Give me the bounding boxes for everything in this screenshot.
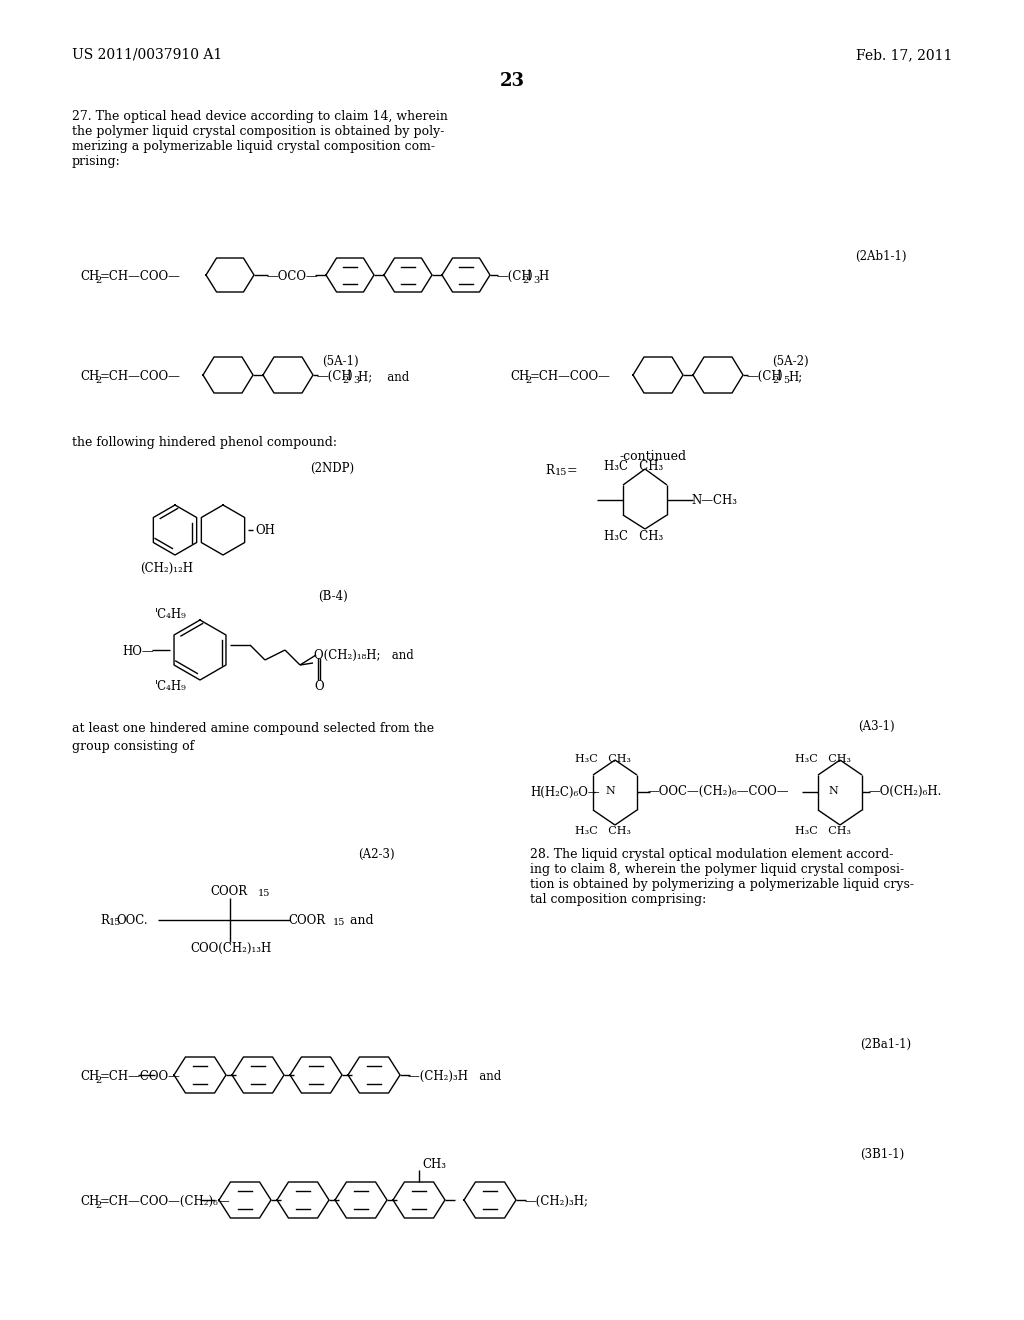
Text: 15: 15	[109, 917, 122, 927]
Text: HO—: HO—	[122, 645, 154, 657]
Text: US 2011/0037910 A1: US 2011/0037910 A1	[72, 48, 222, 62]
Text: (A2-3): (A2-3)	[358, 847, 394, 861]
Text: H₃C   CH₃: H₃C CH₃	[604, 459, 664, 473]
Text: group consisting of: group consisting of	[72, 741, 195, 752]
Text: 2: 2	[95, 1076, 101, 1085]
Text: (2Ba1-1): (2Ba1-1)	[860, 1038, 911, 1051]
Text: H₃C   CH₃: H₃C CH₃	[575, 826, 631, 836]
Text: —(CH: —(CH	[746, 370, 781, 383]
Text: H;    and: H; and	[358, 370, 410, 383]
Text: 15: 15	[258, 888, 270, 898]
Text: -continued: -continued	[620, 450, 687, 463]
Text: CH: CH	[510, 370, 529, 383]
Text: OOC.: OOC.	[116, 913, 147, 927]
Text: N: N	[605, 785, 614, 796]
Text: CH₃: CH₃	[422, 1158, 446, 1171]
Text: 28. The liquid crystal optical modulation element accord-
ing to claim 8, wherei: 28. The liquid crystal optical modulatio…	[530, 847, 914, 906]
Text: O(CH₂)₁₈H;   and: O(CH₂)₁₈H; and	[314, 649, 414, 663]
Text: H: H	[538, 271, 548, 282]
Text: (A3-1): (A3-1)	[858, 719, 895, 733]
Text: 3: 3	[353, 376, 359, 385]
Text: CH: CH	[80, 271, 99, 282]
Text: (B-4): (B-4)	[318, 590, 348, 603]
Text: =: =	[563, 465, 578, 477]
Text: CH: CH	[80, 1195, 99, 1208]
Text: ): )	[347, 370, 351, 383]
Text: H(H₂C)₆O—: H(H₂C)₆O—	[530, 785, 600, 799]
Text: 3: 3	[534, 276, 540, 285]
Text: and: and	[342, 913, 374, 927]
Text: 15: 15	[333, 917, 345, 927]
Text: the following hindered phenol compound:: the following hindered phenol compound:	[72, 436, 337, 449]
Text: H₃C   CH₃: H₃C CH₃	[795, 826, 851, 836]
Text: 5: 5	[783, 376, 790, 385]
Text: N: N	[828, 785, 838, 796]
Text: (5A-1): (5A-1)	[322, 355, 358, 368]
Text: H₃C   CH₃: H₃C CH₃	[575, 754, 631, 764]
Text: 2: 2	[95, 1201, 101, 1210]
Text: —OOC—(CH₂)₆—COO—: —OOC—(CH₂)₆—COO—	[647, 785, 788, 799]
Text: (2Ab1-1): (2Ab1-1)	[855, 249, 906, 263]
Text: R: R	[545, 465, 554, 477]
Text: (5A-2): (5A-2)	[772, 355, 808, 368]
Text: 2: 2	[95, 276, 101, 285]
Text: —O(CH₂)₆H.: —O(CH₂)₆H.	[868, 785, 941, 799]
Text: at least one hindered amine compound selected from the: at least one hindered amine compound sel…	[72, 722, 434, 735]
Text: 27. The optical head device according to claim 14, wherein
the polymer liquid cr: 27. The optical head device according to…	[72, 110, 447, 168]
Text: O: O	[314, 680, 324, 693]
Text: —OCO—: —OCO—	[266, 271, 317, 282]
Text: N—CH₃: N—CH₃	[691, 494, 737, 507]
Text: CH: CH	[80, 1071, 99, 1082]
Text: 2: 2	[525, 376, 531, 385]
Text: (3B1-1): (3B1-1)	[860, 1148, 904, 1162]
Text: 2: 2	[522, 276, 528, 285]
Text: =CH—COO—: =CH—COO—	[100, 1071, 181, 1082]
Text: 'C₄H₉: 'C₄H₉	[155, 680, 186, 693]
Text: Feb. 17, 2011: Feb. 17, 2011	[856, 48, 952, 62]
Text: —(CH₂)₃H   and: —(CH₂)₃H and	[408, 1071, 502, 1082]
Text: R: R	[100, 913, 109, 927]
Text: 23: 23	[500, 73, 524, 90]
Text: —(CH: —(CH	[316, 370, 351, 383]
Text: OH: OH	[255, 524, 274, 537]
Text: 2: 2	[772, 376, 778, 385]
Text: COOR: COOR	[210, 884, 247, 898]
Text: 2: 2	[342, 376, 348, 385]
Text: ): )	[527, 271, 531, 282]
Text: ): )	[777, 370, 781, 383]
Text: H;: H;	[788, 370, 802, 383]
Text: =CH—COO—: =CH—COO—	[530, 370, 611, 383]
Text: =CH—COO—(CH₂)₆—: =CH—COO—(CH₂)₆—	[100, 1195, 230, 1208]
Text: 'C₄H₉: 'C₄H₉	[155, 609, 186, 620]
Text: =CH—COO—: =CH—COO—	[100, 370, 181, 383]
Text: —(CH: —(CH	[496, 271, 531, 282]
Text: 15: 15	[555, 469, 567, 477]
Text: CH: CH	[80, 370, 99, 383]
Text: 2: 2	[95, 376, 101, 385]
Text: COOR: COOR	[288, 913, 326, 927]
Text: (2NDP): (2NDP)	[310, 462, 354, 475]
Text: —(CH₂)₃H;: —(CH₂)₃H;	[524, 1195, 588, 1208]
Text: (CH₂)₁₂H: (CH₂)₁₂H	[140, 562, 193, 576]
Text: =CH—COO—: =CH—COO—	[100, 271, 181, 282]
Text: H₃C   CH₃: H₃C CH₃	[604, 531, 664, 543]
Text: H₃C   CH₃: H₃C CH₃	[795, 754, 851, 764]
Text: COO(CH₂)₁₃H: COO(CH₂)₁₃H	[190, 942, 271, 954]
